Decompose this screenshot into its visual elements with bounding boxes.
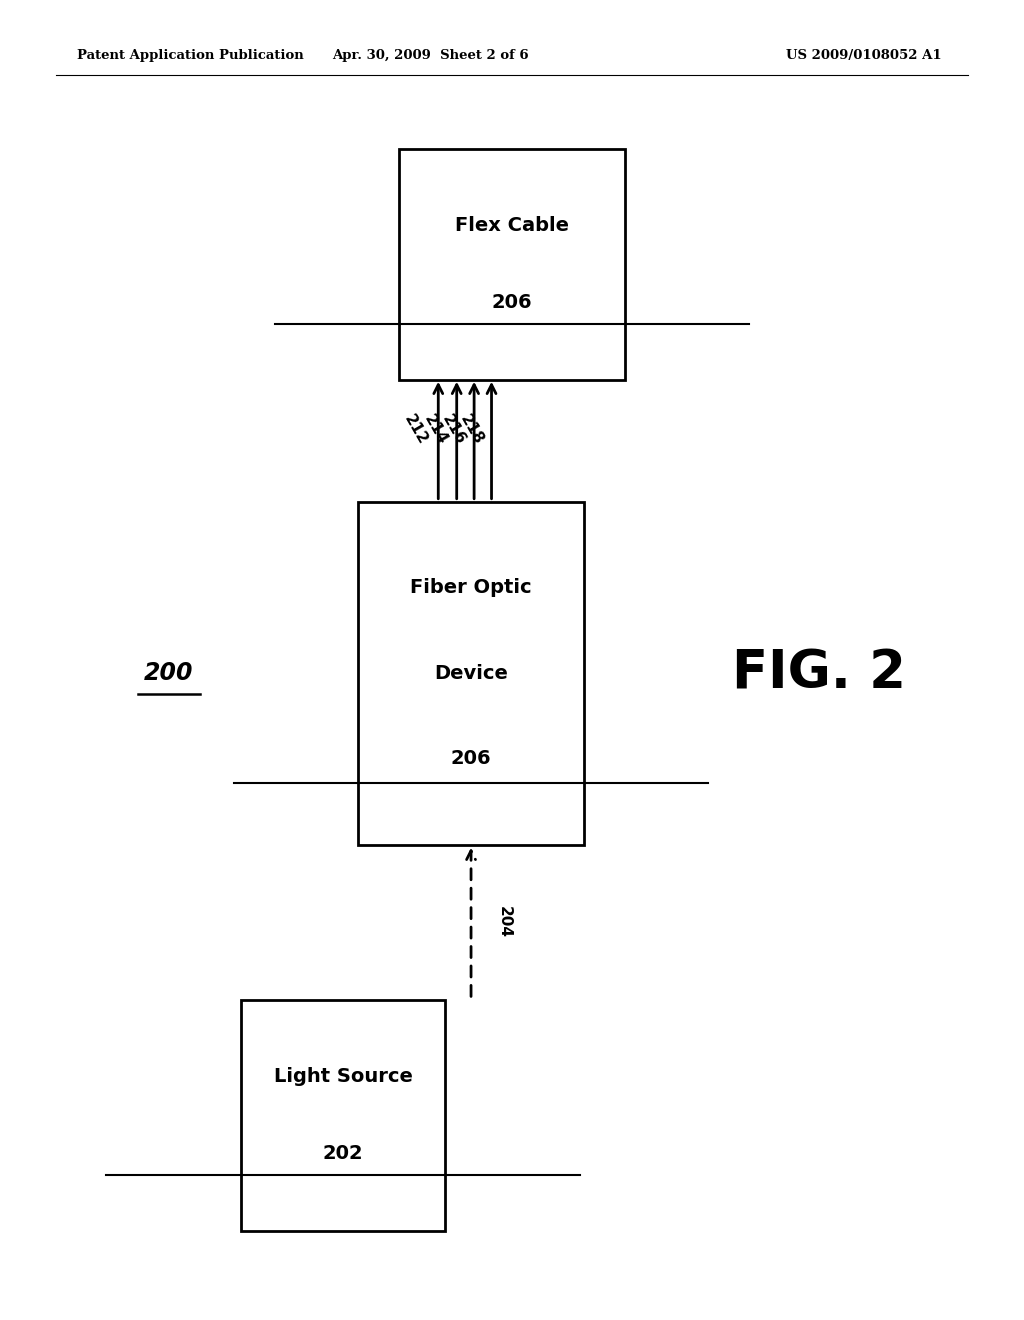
Text: 202: 202 — [323, 1144, 364, 1163]
Text: 206: 206 — [492, 293, 532, 312]
Text: 200: 200 — [144, 661, 194, 685]
Text: 218: 218 — [458, 412, 486, 447]
Text: Apr. 30, 2009  Sheet 2 of 6: Apr. 30, 2009 Sheet 2 of 6 — [332, 49, 528, 62]
Text: FIG. 2: FIG. 2 — [732, 647, 906, 700]
Text: Flex Cable: Flex Cable — [455, 216, 569, 235]
Text: 214: 214 — [421, 412, 450, 447]
Text: 216: 216 — [439, 412, 468, 447]
Text: 204: 204 — [497, 906, 512, 939]
Text: Device: Device — [434, 664, 508, 682]
Text: Light Source: Light Source — [273, 1068, 413, 1086]
Text: 206: 206 — [451, 750, 492, 768]
Text: Fiber Optic: Fiber Optic — [411, 578, 531, 597]
Bar — [399, 149, 625, 380]
Text: 212: 212 — [401, 412, 430, 447]
Text: Patent Application Publication: Patent Application Publication — [77, 49, 303, 62]
Bar — [358, 502, 584, 845]
Text: US 2009/0108052 A1: US 2009/0108052 A1 — [786, 49, 942, 62]
Bar — [241, 1001, 445, 1230]
